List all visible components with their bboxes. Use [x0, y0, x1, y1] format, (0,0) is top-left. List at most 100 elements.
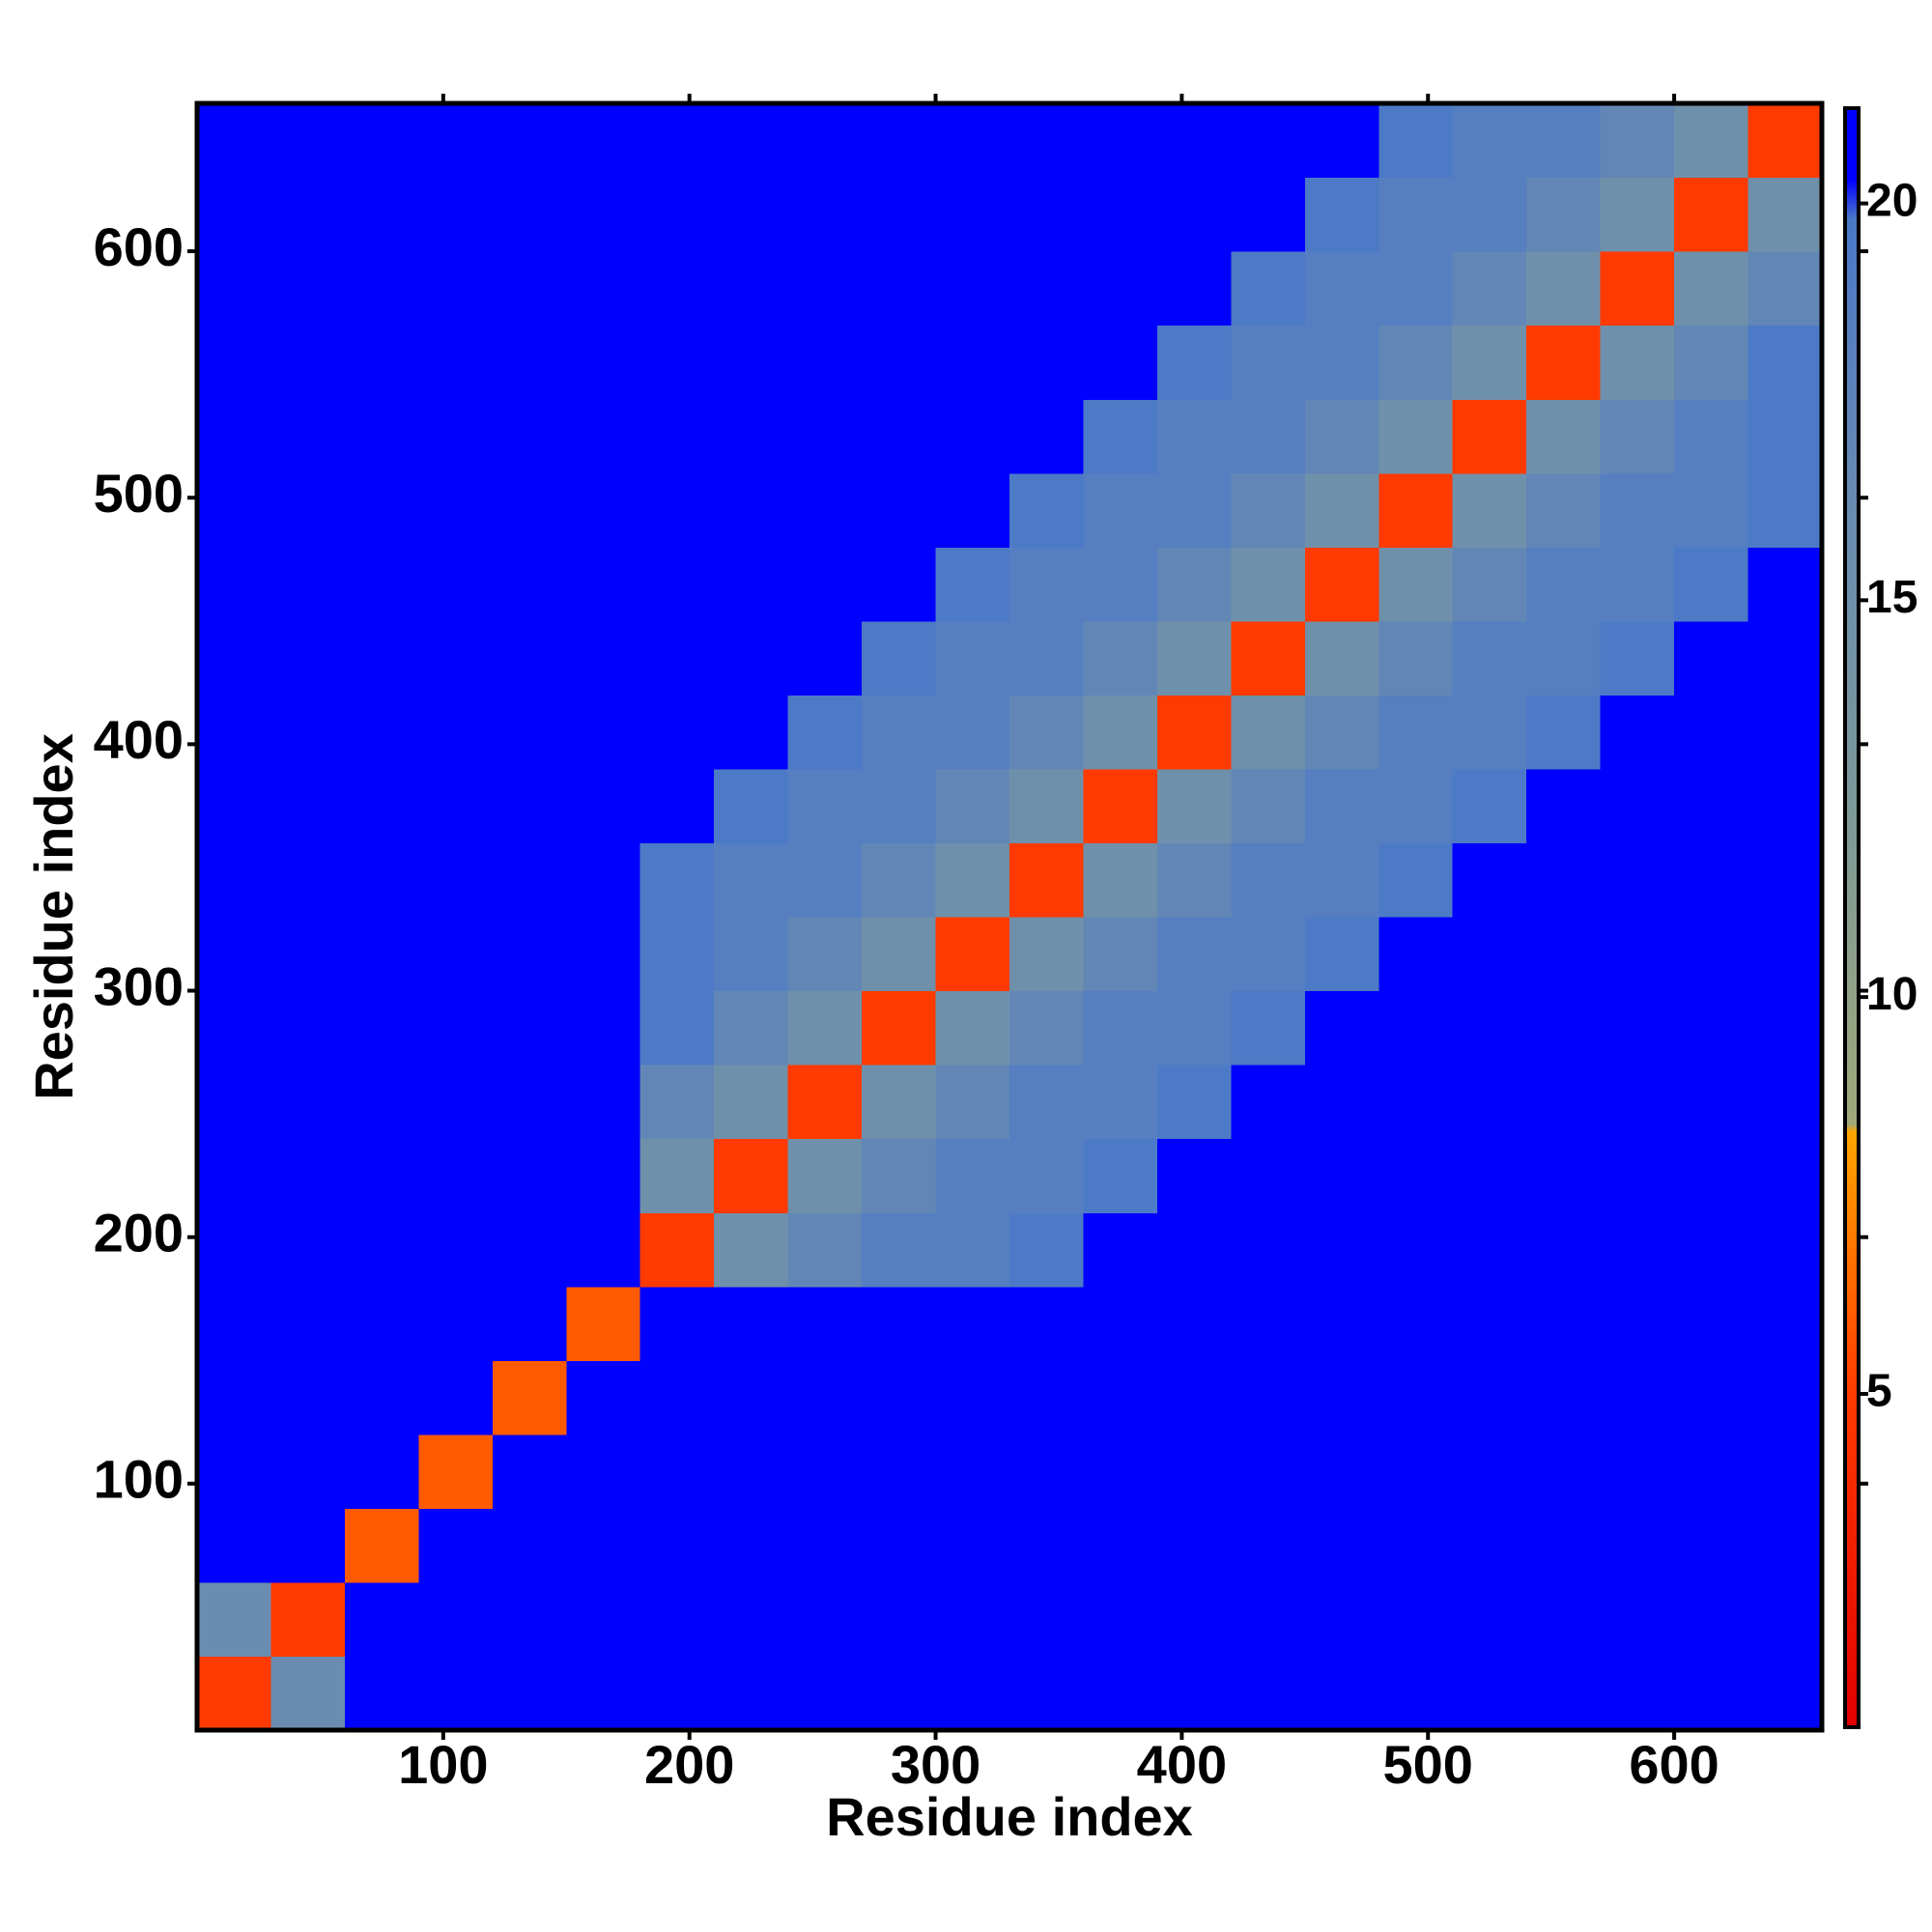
heatmap-cell [787, 695, 863, 770]
heatmap-cell [639, 325, 715, 400]
heatmap-cell [197, 842, 272, 918]
heatmap-cell [787, 1508, 863, 1583]
heatmap-cell [862, 251, 937, 327]
heatmap-cell [566, 842, 641, 918]
heatmap-cell [935, 547, 1010, 622]
heatmap-cell [787, 620, 863, 696]
heatmap-cell [1674, 768, 1749, 844]
heatmap-cell [1378, 990, 1454, 1065]
plot-frame [194, 100, 1825, 1733]
heatmap-cell [639, 695, 715, 770]
heatmap-cell [492, 251, 567, 327]
heatmap-cell [1452, 1434, 1527, 1509]
heatmap-cell [1674, 177, 1749, 252]
heatmap-cell [862, 547, 937, 622]
heatmap-cell [1009, 472, 1085, 548]
heatmap-cell [1674, 1508, 1749, 1583]
heatmap-cell [1600, 103, 1675, 179]
heatmap-cell [1526, 251, 1602, 327]
heatmap-cell [1304, 917, 1379, 992]
heatmap-cell [418, 103, 494, 179]
heatmap-cell [270, 1360, 346, 1435]
heatmap-cell [270, 768, 346, 844]
heatmap-cell [1452, 472, 1527, 548]
heatmap-cell [1304, 399, 1379, 474]
heatmap-cell [1156, 695, 1232, 770]
heatmap-cell [1083, 177, 1158, 252]
heatmap-cell [1304, 251, 1379, 327]
heatmap-cell [418, 695, 494, 770]
heatmap-cell [1452, 695, 1527, 770]
heatmap-cell [1600, 547, 1675, 622]
heatmap-cell [1083, 472, 1158, 548]
heatmap-cell [1600, 325, 1675, 400]
heatmap-cell [1304, 842, 1379, 918]
heatmap-cell [1452, 399, 1527, 474]
heatmap-cell [1378, 1508, 1454, 1583]
heatmap-cell [1009, 1508, 1085, 1583]
heatmap-cell [270, 399, 346, 474]
heatmap-cell [714, 695, 789, 770]
heatmap-cell [1231, 251, 1306, 327]
heatmap-cell [418, 620, 494, 696]
heatmap-cell [1747, 251, 1823, 327]
heatmap-cell [935, 472, 1010, 548]
heatmap-cell [1231, 177, 1306, 252]
heatmap-cell [344, 251, 419, 327]
heatmap-cell [1674, 399, 1749, 474]
heatmap-cell [787, 1138, 863, 1213]
heatmap-cell [344, 768, 419, 844]
heatmap-cell [787, 1656, 863, 1731]
y-axis-title: Residue index [23, 733, 84, 1100]
heatmap-cell [1747, 547, 1823, 622]
heatmap-cell [1378, 620, 1454, 696]
heatmap-cell [1600, 1286, 1675, 1361]
heatmap-cell [1304, 768, 1379, 844]
heatmap-cell [197, 1581, 272, 1658]
heatmap-cell [639, 1065, 715, 1140]
heatmap-cell [344, 695, 419, 770]
heatmap-cell [639, 1286, 715, 1361]
heatmap-cell [1009, 325, 1085, 400]
heatmap-cell [1526, 325, 1602, 400]
heatmap-cell [935, 1434, 1010, 1509]
heatmap-cell [935, 1508, 1010, 1583]
heatmap-cell [1083, 1212, 1158, 1288]
heatmap-cell [862, 1138, 937, 1213]
heatmap-cell [1083, 620, 1158, 696]
heatmap-cell [1378, 103, 1454, 179]
heatmap-cell [1083, 768, 1158, 844]
x-tick-label: 500 [1383, 1734, 1473, 1795]
heatmap-cell [1378, 1434, 1454, 1509]
heatmap-cell [935, 325, 1010, 400]
heatmap-cell [639, 472, 715, 548]
heatmap-cell [639, 1656, 715, 1731]
heatmap-cell [270, 325, 346, 400]
heatmap-cell [714, 1286, 789, 1361]
heatmap-cell [197, 472, 272, 548]
heatmap-cell [714, 1581, 789, 1658]
y-tick-label: 100 [94, 1449, 184, 1510]
heatmap-cell [418, 399, 494, 474]
heatmap-cell [862, 695, 937, 770]
heatmap-cell [1452, 1656, 1527, 1731]
heatmap-cell [1083, 917, 1158, 992]
heatmap-cell [639, 1581, 715, 1658]
heatmap-cell [787, 251, 863, 327]
heatmap-cell [935, 399, 1010, 474]
heatmap-cell [1304, 1656, 1379, 1731]
heatmap-cell [1009, 251, 1085, 327]
heatmap-cell [1304, 1212, 1379, 1288]
x-tick-label: 200 [644, 1734, 734, 1795]
heatmap-cell [1600, 990, 1675, 1065]
heatmap-cell [344, 1212, 419, 1288]
heatmap-cell [935, 842, 1010, 918]
y-tick-label: 200 [94, 1202, 184, 1263]
heatmap-cell [714, 1138, 789, 1213]
heatmap-cell [1304, 1434, 1379, 1509]
heatmap-cell [418, 842, 494, 918]
heatmap-cell [714, 1656, 789, 1731]
heatmap-cell [1304, 177, 1379, 252]
heatmap-cell [270, 251, 346, 327]
heatmap-cell [197, 251, 272, 327]
